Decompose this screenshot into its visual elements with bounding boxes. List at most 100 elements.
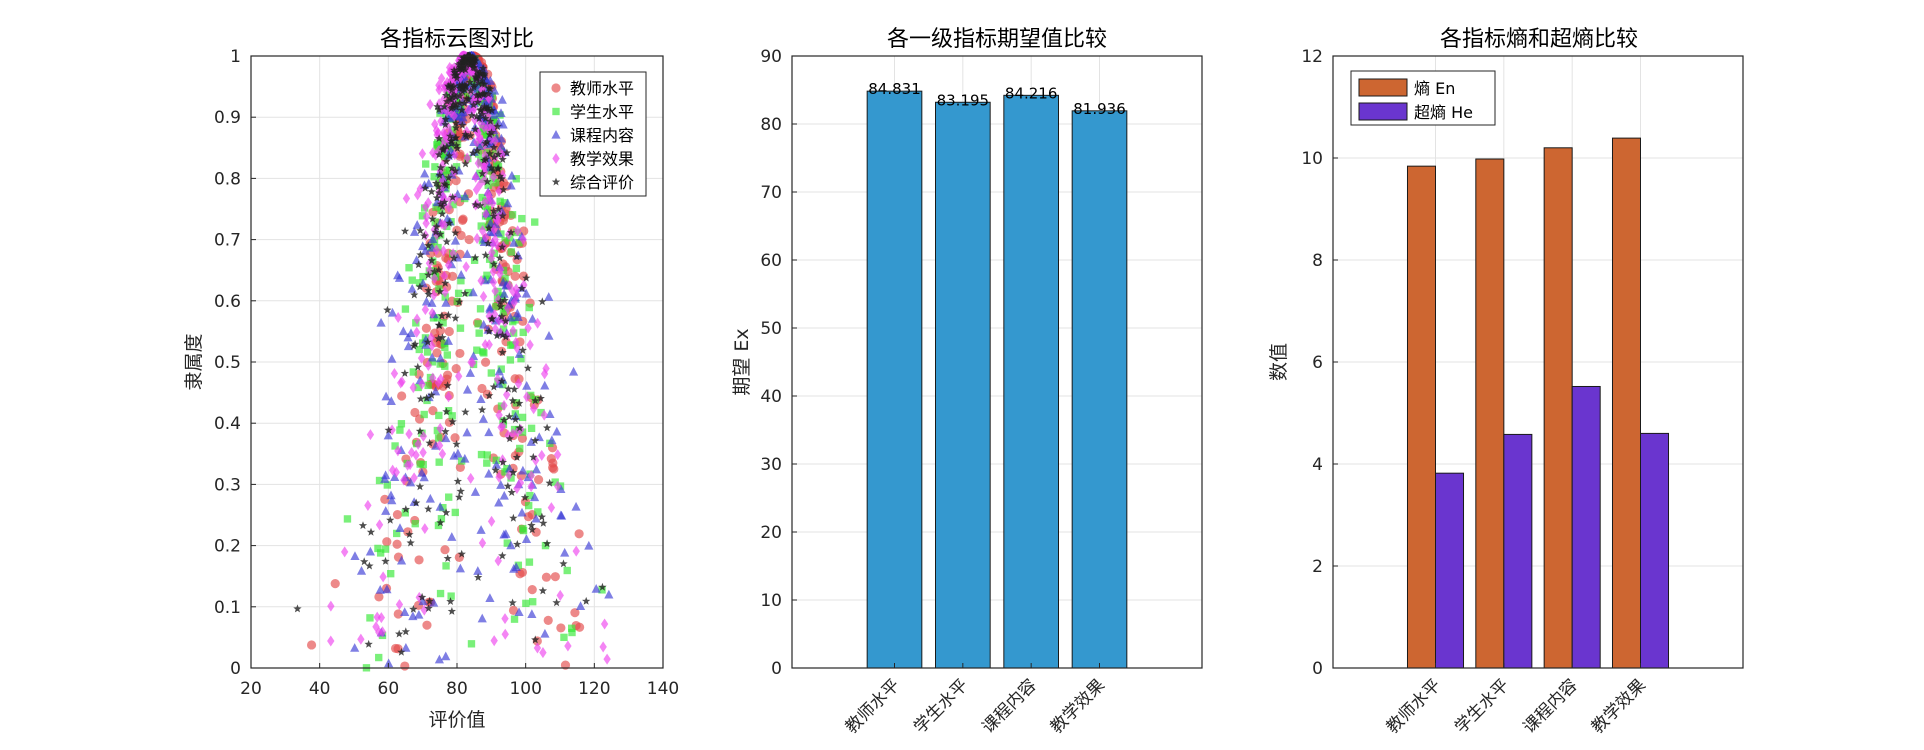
- cloud-drop: [477, 117, 485, 129]
- cloud-drop: [527, 424, 536, 433]
- cloud-drop: [434, 265, 443, 274]
- cloud-drop: [491, 135, 499, 147]
- cloud-drop: [453, 448, 463, 458]
- cloud-drop: [486, 116, 495, 125]
- cloud-drop: [531, 513, 541, 523]
- cloud-drop: [461, 407, 470, 416]
- cloud-drop: [501, 274, 509, 282]
- cloud-drop: [498, 457, 508, 466]
- cloud-drop: [540, 368, 549, 380]
- cloud-drop: [430, 267, 439, 276]
- entropy-chart-bars: [1406, 137, 1670, 669]
- cloud-drop: [498, 348, 507, 356]
- legend-label: 超熵 He: [1414, 103, 1473, 122]
- cloud-drop: [466, 86, 475, 95]
- cloud-drop: [473, 346, 481, 354]
- cloud-drop: [584, 540, 594, 550]
- cloud-drop: [447, 271, 458, 281]
- cloud-drop: [383, 305, 392, 314]
- cloud-drop: [540, 628, 550, 638]
- cloud-drop: [496, 268, 504, 280]
- cloud-drop: [442, 166, 450, 174]
- cloud-drop: [514, 378, 523, 390]
- cloud-drop: [442, 142, 452, 151]
- legend-label: 综合评价: [570, 173, 634, 192]
- cloud-drop: [598, 586, 606, 594]
- cloud-drop: [440, 270, 449, 282]
- cloud-drop: [365, 546, 375, 556]
- cloud-drop: [537, 512, 546, 521]
- cloud-drop: [491, 459, 502, 469]
- cloud-drop: [498, 211, 507, 220]
- cloud-drop: [379, 571, 387, 583]
- cloud-drop: [358, 521, 368, 530]
- cloud-drop: [515, 239, 523, 247]
- cloud-drop: [427, 390, 436, 399]
- cloud-drop: [481, 250, 490, 259]
- cloud-drop: [421, 296, 432, 306]
- cloud-drop: [481, 114, 490, 122]
- cloud-drop: [470, 487, 481, 496]
- cloud-drop: [462, 52, 472, 61]
- cloud-drop: [501, 613, 509, 625]
- cloud-drop: [461, 159, 470, 168]
- cloud-drop: [552, 598, 561, 607]
- cloud-drop: [452, 73, 461, 82]
- cloud-drop: [476, 133, 484, 145]
- cloud-drop: [494, 555, 502, 567]
- y-tick-label: 0.2: [214, 537, 241, 557]
- expectation-chart-ylabel: 期望 Ex: [731, 328, 753, 395]
- cloud-drop: [510, 385, 519, 393]
- cloud-drop: [445, 218, 454, 227]
- cloud-drop: [480, 174, 489, 186]
- cloud-drop: [448, 412, 456, 420]
- cloud-drop: [413, 313, 421, 325]
- cloud-drop: [446, 597, 455, 605]
- bar-value-label: 84.831: [868, 80, 921, 98]
- cloud-drop: [472, 171, 480, 183]
- cloud-drop: [412, 498, 421, 507]
- cloud-drop: [572, 545, 580, 557]
- cloud-drop: [515, 399, 524, 407]
- cloud-drop: [406, 328, 416, 338]
- hyper-entropy-bar: [1435, 472, 1465, 669]
- cloud-drop: [390, 367, 399, 380]
- cloud-drop: [444, 173, 453, 182]
- cloud-drop: [364, 499, 372, 511]
- cloud-drop: [391, 442, 399, 450]
- cloud-drop: [531, 436, 540, 445]
- entropy-bar: [1611, 137, 1641, 669]
- cloud-drop: [476, 178, 484, 190]
- hyper-entropy-bar: [1640, 432, 1670, 669]
- cloud-drop: [424, 360, 433, 372]
- cloud-drop: [510, 425, 519, 434]
- x-tick-label: 学生水平: [910, 675, 972, 737]
- cloud-drop: [506, 228, 516, 237]
- cloud-drop: [443, 351, 451, 359]
- cloud-drop: [495, 185, 503, 197]
- cloud-drop: [406, 477, 416, 487]
- cloud-drop: [416, 394, 425, 403]
- cloud-drop: [505, 434, 514, 443]
- cloud-drop: [343, 515, 352, 523]
- cloud-drop: [447, 607, 456, 615]
- y-tick-label: 0.7: [214, 231, 241, 251]
- cloud-drop: [523, 391, 531, 403]
- cloud-drop: [412, 449, 420, 461]
- cloud-drop: [377, 612, 386, 624]
- cloud-drop: [493, 373, 502, 385]
- cloud-drop: [480, 102, 489, 111]
- cloud-drop: [544, 292, 554, 301]
- cloud-drop: [441, 651, 451, 661]
- cloud-drop: [438, 333, 447, 342]
- cloud-drop: [469, 100, 478, 109]
- cloud-drop: [374, 592, 384, 602]
- cloud-drop: [450, 235, 461, 245]
- cloud-drop: [382, 537, 392, 547]
- legend-label: 熵 En: [1414, 79, 1455, 98]
- cloud-drop: [570, 608, 580, 618]
- cloud-drop: [393, 609, 403, 619]
- cloud-drop: [509, 238, 519, 247]
- cloud-drop: [483, 451, 491, 459]
- cloud-drop: [462, 261, 470, 273]
